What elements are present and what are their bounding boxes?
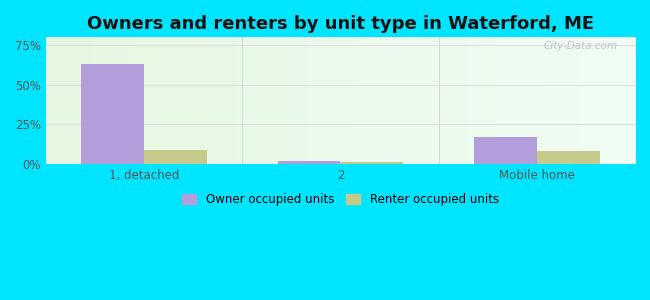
Text: City-Data.com: City-Data.com bbox=[543, 41, 618, 51]
Bar bbox=[341, 162, 403, 164]
Title: Owners and renters by unit type in Waterford, ME: Owners and renters by unit type in Water… bbox=[87, 15, 594, 33]
Legend: Owner occupied units, Renter occupied units: Owner occupied units, Renter occupied un… bbox=[177, 189, 503, 211]
Bar bbox=[278, 161, 341, 164]
Bar bbox=[537, 151, 600, 164]
Bar bbox=[144, 150, 207, 164]
Bar bbox=[81, 64, 144, 164]
Bar bbox=[474, 137, 537, 164]
